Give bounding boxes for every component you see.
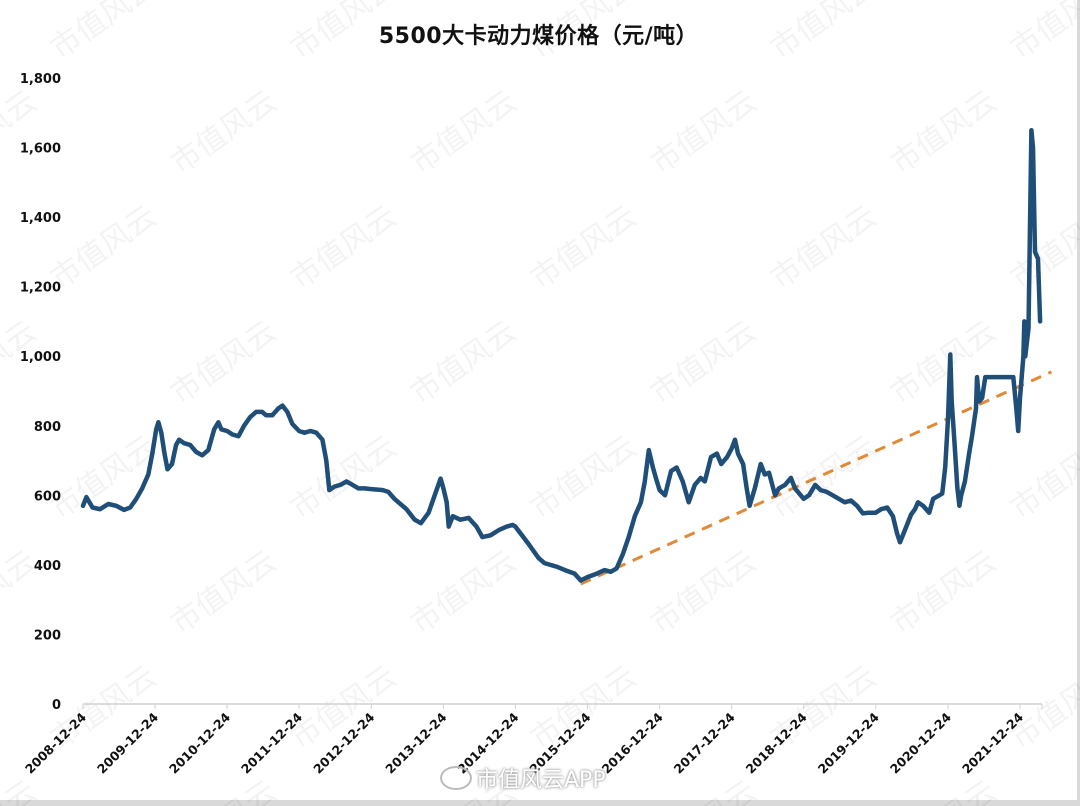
watermark-text: 市值风云 bbox=[525, 199, 643, 296]
watermark-text: 市值风云 bbox=[285, 199, 403, 296]
watermark-text: 市值风云 bbox=[1005, 0, 1080, 67]
watermark-text: 市值风云 bbox=[285, 0, 403, 67]
trend-line bbox=[580, 370, 1053, 586]
series-layer bbox=[80, 127, 1053, 586]
watermark-text: 市值风云 bbox=[765, 199, 883, 296]
watermark-text: 市值风云 bbox=[165, 544, 283, 641]
y-tick-label: 400 bbox=[34, 559, 61, 574]
x-tick-label: 2020-12-24 bbox=[887, 709, 954, 776]
y-tick-label: 1,200 bbox=[20, 281, 61, 296]
watermark-text: 市值风云 bbox=[525, 0, 643, 67]
x-tick-label: 2016-12-24 bbox=[599, 709, 666, 776]
brand-watermark: 市值风云APP bbox=[440, 762, 606, 794]
watermark-text: 市值风云 bbox=[1005, 429, 1080, 526]
watermark-text: 市值风云 bbox=[645, 774, 763, 806]
y-tick-label: 0 bbox=[52, 698, 61, 713]
watermark-text: 市值风云 bbox=[45, 199, 163, 296]
watermark-text: 市值风云 bbox=[645, 544, 763, 641]
watermark-text: 市值风云 bbox=[645, 314, 763, 411]
watermark-text: 市值风云 bbox=[0, 84, 43, 181]
y-tick-label: 1,800 bbox=[20, 72, 61, 87]
axes: 0 200 400 600 800 1,000 1,200 1,400 1,600 1,800 20… bbox=[20, 72, 1043, 777]
watermark-text: 市值风云 bbox=[885, 544, 1003, 641]
watermark-text: 市值风云 bbox=[165, 774, 283, 806]
watermark-text: 市值风云 bbox=[885, 314, 1003, 411]
watermark-text: 市值风云 bbox=[45, 0, 163, 67]
watermark-text: 市值风云 bbox=[405, 314, 523, 411]
watermark-text: 市值风云 bbox=[405, 84, 523, 181]
y-tick-label: 800 bbox=[34, 420, 61, 435]
brand-text: 市值风云APP bbox=[476, 768, 606, 793]
y-tick-label: 1,400 bbox=[20, 211, 61, 226]
watermark-text: 市值风云 bbox=[285, 429, 403, 526]
watermark-text: 市值风云 bbox=[0, 774, 43, 806]
chart-title: 5500大卡动力煤价格（元/吨） bbox=[378, 24, 699, 49]
watermark-text: 市值风云 bbox=[165, 314, 283, 411]
y-tick-label: 1,000 bbox=[20, 350, 61, 365]
watermark-text: 市值风云 bbox=[165, 84, 283, 181]
weibo-logo-icon bbox=[440, 766, 472, 790]
price-line bbox=[80, 127, 1043, 583]
watermark-text: 市值风云 bbox=[885, 84, 1003, 181]
y-tick-label: 1,600 bbox=[20, 142, 61, 157]
watermark-text: 市值风云 bbox=[1005, 199, 1080, 296]
x-tick-label: 2017-12-24 bbox=[671, 709, 738, 776]
watermark-text: 市值风云 bbox=[885, 774, 1003, 806]
watermark-text: 市值风云 bbox=[645, 84, 763, 181]
x-tick-label: 2010-12-24 bbox=[166, 709, 233, 776]
y-tick-label: 200 bbox=[34, 628, 61, 643]
watermark-text: 市值风云 bbox=[405, 544, 523, 641]
watermark-text: 市值风云 bbox=[525, 429, 643, 526]
watermark-text: 市值风云 bbox=[765, 0, 883, 67]
y-tick-label: 600 bbox=[34, 489, 61, 504]
